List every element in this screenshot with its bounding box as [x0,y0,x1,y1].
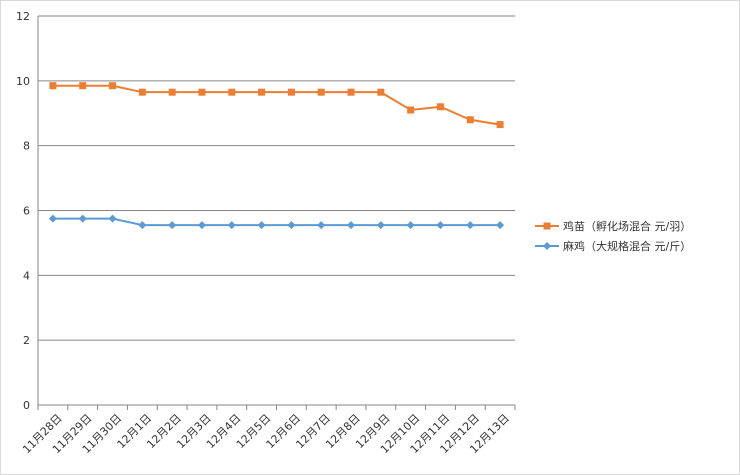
marker [317,88,325,96]
series-line [52,84,501,126]
marker [436,103,444,111]
marker [466,116,474,124]
marker [108,214,117,223]
marker [109,82,117,90]
legend-label: 鸡苗（孵化场混合 元/羽） [563,219,691,233]
marker [227,221,236,230]
marker [376,221,385,230]
marker [138,88,146,96]
marker [287,221,296,230]
marker [49,82,57,90]
marker [78,214,87,223]
marker [168,221,177,230]
marker [138,221,147,230]
marker [496,121,504,129]
marker [407,106,415,114]
marker [258,88,266,96]
y-tick-label: 4 [23,269,30,282]
series-line [52,217,501,227]
marker [228,88,236,96]
marker [198,88,206,96]
y-tick-label: 12 [16,10,30,23]
marker [79,82,87,90]
legend-label: 麻鸡（大规格混合 元/斤） [563,239,691,253]
marker [466,221,475,230]
marker [496,221,505,230]
y-tick-label: 6 [23,205,30,218]
marker [287,88,295,96]
y-tick-label: 2 [23,334,30,347]
marker [436,221,445,230]
marker [377,88,385,96]
legend-marker [543,242,551,250]
marker [168,88,176,96]
marker [317,221,326,230]
marker [48,214,57,223]
marker [406,221,415,230]
marker [257,221,266,230]
legend-marker [543,222,551,230]
marker [347,88,355,96]
y-tick-label: 10 [16,75,30,88]
marker [197,221,206,230]
y-tick-label: 0 [23,399,30,412]
marker [347,221,356,230]
y-tick-label: 8 [23,140,30,153]
